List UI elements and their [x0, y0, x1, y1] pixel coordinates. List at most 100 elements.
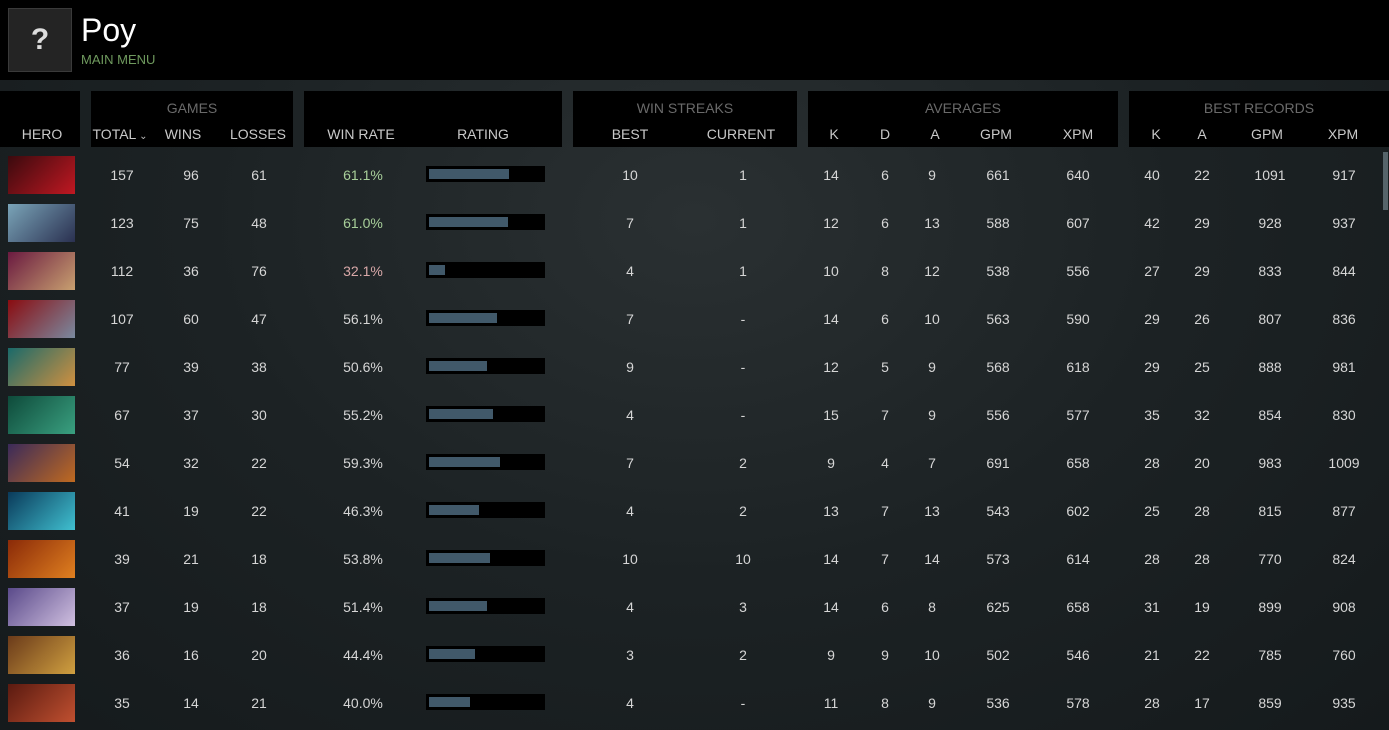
- cell-total: 67: [114, 407, 130, 423]
- column-header-losses[interactable]: LOSSES: [230, 126, 286, 142]
- column-header-avg-d[interactable]: D: [880, 126, 890, 142]
- column-header-best-gpm[interactable]: GPM: [1251, 126, 1283, 142]
- column-header-best-k[interactable]: K: [1151, 126, 1160, 142]
- cell-wins: 75: [183, 215, 199, 231]
- cell-losses: 48: [251, 215, 267, 231]
- cell-best-a: 28: [1194, 551, 1210, 567]
- cell-k: 11: [823, 695, 839, 711]
- cell-best-k: 31: [1144, 599, 1160, 615]
- hero-portrait-icon[interactable]: [8, 492, 75, 530]
- cell-d: 8: [881, 263, 889, 279]
- cell-total: 54: [114, 455, 130, 471]
- column-header-streak-best[interactable]: BEST: [612, 126, 649, 142]
- column-header-avg-k[interactable]: K: [829, 126, 838, 142]
- rating-bar: [426, 454, 545, 470]
- rating-bar: [426, 550, 545, 566]
- cell-best: 10: [622, 167, 638, 183]
- hero-portrait-icon[interactable]: [8, 300, 75, 338]
- cell-win-rate: 51.4%: [343, 599, 383, 615]
- group-averages: AVERAGES: [925, 100, 1001, 116]
- column-header-label: K: [1151, 126, 1161, 142]
- hero-portrait-icon[interactable]: [8, 156, 75, 194]
- hero-portrait-icon[interactable]: [8, 348, 75, 386]
- group-win-streaks: WIN STREAKS: [636, 100, 734, 116]
- cell-best-k: 40: [1144, 167, 1160, 183]
- hero-portrait-icon[interactable]: [8, 540, 75, 578]
- cell-a: 9: [928, 359, 936, 375]
- cell-d: 5: [881, 359, 889, 375]
- column-header-hero[interactable]: HERO: [22, 126, 62, 142]
- column-header-best-xpm[interactable]: XPM: [1328, 126, 1358, 142]
- column-header-win-rate[interactable]: WIN RATE: [327, 126, 394, 142]
- column-header-label: K: [829, 126, 839, 142]
- cell-best-a: 22: [1194, 167, 1210, 183]
- cell-xpm: 618: [1066, 359, 1090, 375]
- cell-best-gpm: 770: [1258, 551, 1282, 567]
- rating-bar: [426, 166, 545, 182]
- hero-portrait-icon[interactable]: [8, 588, 75, 626]
- cell-win-rate: 55.2%: [343, 407, 383, 423]
- cell-losses: 76: [251, 263, 267, 279]
- scrollbar[interactable]: [1383, 152, 1388, 210]
- hero-portrait-icon[interactable]: [8, 204, 75, 242]
- hero-portrait-icon[interactable]: [8, 396, 75, 434]
- cell-best-xpm: 760: [1332, 647, 1356, 663]
- column-header-avg-xpm[interactable]: XPM: [1063, 126, 1093, 142]
- unknown-avatar-icon[interactable]: ?: [8, 8, 72, 72]
- column-header-total[interactable]: TOTAL ⌄: [93, 126, 148, 142]
- cell-a: 9: [928, 167, 936, 183]
- cell-d: 6: [881, 215, 889, 231]
- column-header-avg-a[interactable]: A: [930, 126, 939, 142]
- column-header-label: XPM: [1062, 126, 1094, 142]
- cell-win-rate: 56.1%: [343, 311, 383, 327]
- cell-total: 35: [114, 695, 130, 711]
- cell-total: 77: [114, 359, 130, 375]
- cell-xpm: 607: [1066, 215, 1090, 231]
- best-records-header-panel: [1129, 91, 1389, 147]
- cell-wins: 21: [183, 551, 199, 567]
- cell-current: 2: [739, 647, 747, 663]
- cell-best-xpm: 830: [1332, 407, 1356, 423]
- profile-header: ? Poy MAIN MENU: [0, 0, 1389, 80]
- hero-portrait-icon[interactable]: [8, 636, 75, 674]
- cell-d: 4: [881, 455, 889, 471]
- rating-bar: [426, 358, 545, 374]
- hero-portrait-icon[interactable]: [8, 252, 75, 290]
- main-menu-link[interactable]: MAIN MENU: [81, 52, 156, 67]
- cell-losses: 18: [251, 551, 267, 567]
- hero-portrait-icon[interactable]: [8, 444, 75, 482]
- cell-xpm: 546: [1066, 647, 1090, 663]
- column-header-streak-current[interactable]: CURRENT: [707, 126, 775, 142]
- column-header-rating[interactable]: RATING: [457, 126, 509, 142]
- column-header-label: GPM: [1251, 126, 1283, 142]
- chevron-down-icon: ⌄: [136, 131, 148, 142]
- cell-best-k: 28: [1144, 455, 1160, 471]
- cell-win-rate: 61.1%: [343, 167, 383, 183]
- cell-k: 12: [823, 359, 839, 375]
- cell-wins: 96: [183, 167, 199, 183]
- cell-win-rate: 53.8%: [343, 551, 383, 567]
- rating-bar-fill: [429, 409, 494, 419]
- cell-best-a: 20: [1194, 455, 1210, 471]
- rating-bar-fill: [429, 169, 510, 179]
- cell-best: 7: [626, 311, 634, 327]
- column-header-label: XPM: [1327, 126, 1359, 142]
- column-header-wins[interactable]: WINS: [165, 126, 202, 142]
- cell-xpm: 578: [1066, 695, 1090, 711]
- cell-gpm: 573: [986, 551, 1010, 567]
- column-header-label: GPM: [980, 126, 1012, 142]
- averages-header-panel: [808, 91, 1118, 147]
- cell-current: -: [740, 359, 746, 375]
- cell-best: 7: [626, 455, 634, 471]
- cell-losses: 22: [251, 503, 267, 519]
- column-header-avg-gpm[interactable]: GPM: [980, 126, 1012, 142]
- cell-wins: 14: [183, 695, 199, 711]
- cell-best-k: 42: [1144, 215, 1160, 231]
- cell-d: 8: [881, 695, 889, 711]
- cell-win-rate: 50.6%: [343, 359, 383, 375]
- cell-gpm: 691: [986, 455, 1010, 471]
- cell-best-xpm: 981: [1332, 359, 1356, 375]
- hero-portrait-icon[interactable]: [8, 684, 75, 722]
- column-header-best-a[interactable]: A: [1197, 126, 1206, 142]
- cell-k: 14: [823, 599, 839, 615]
